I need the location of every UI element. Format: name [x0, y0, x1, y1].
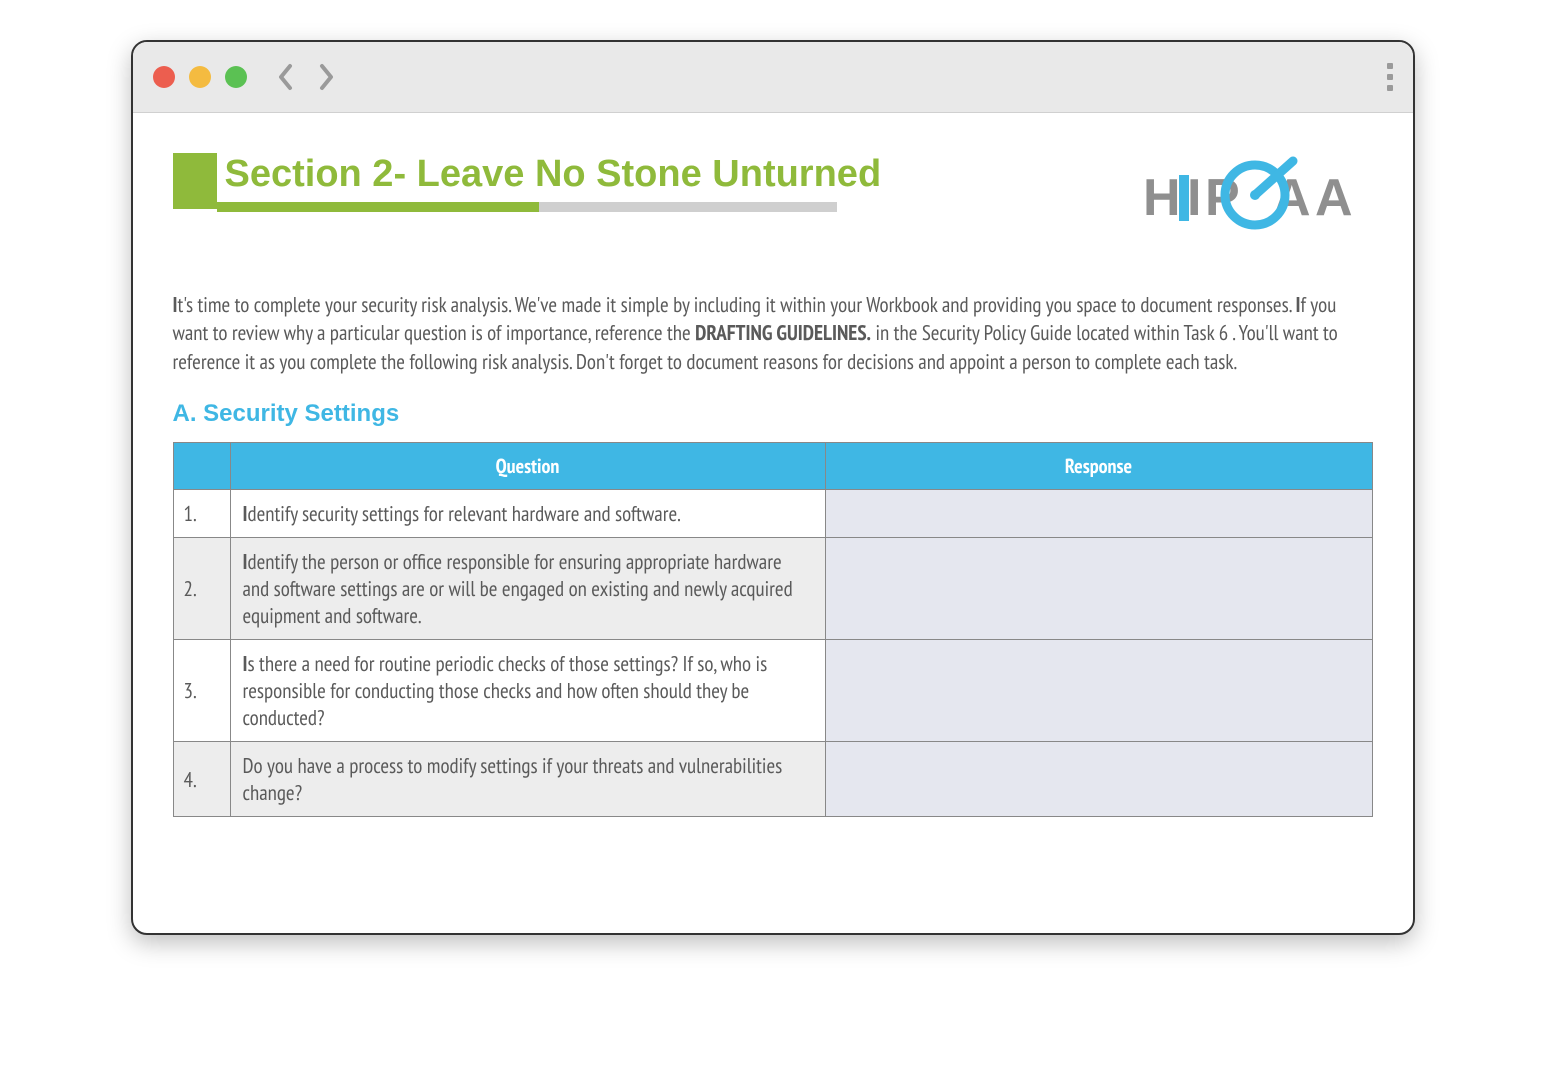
response-cell[interactable] [825, 742, 1372, 817]
nav-arrows [275, 62, 337, 92]
response-cell[interactable] [825, 640, 1372, 742]
title-underline [217, 202, 837, 212]
subsection-heading: A. Security Settings [173, 400, 1373, 428]
forward-button[interactable] [315, 62, 337, 92]
traffic-lights [153, 66, 247, 88]
col-header-question: Question [230, 443, 825, 490]
intro-paragraph: It's time to complete your security risk… [173, 291, 1373, 376]
col-header-response: Response [825, 443, 1372, 490]
title-underline-fill [217, 202, 539, 212]
security-settings-table: Question Response 1.Identify security se… [173, 442, 1373, 817]
minimize-window-button[interactable] [189, 66, 211, 88]
maximize-window-button[interactable] [225, 66, 247, 88]
question-text: dentify security settings for relevant h… [248, 500, 681, 527]
table-row: 2.Identify the person or office responsi… [173, 538, 1372, 640]
table-body: 1.Identify security settings for relevan… [173, 490, 1372, 817]
question-cell: Identify the person or office responsibl… [230, 538, 825, 640]
section-title: Section 2- Leave No Stone Unturned [217, 153, 1143, 196]
close-window-button[interactable] [153, 66, 175, 88]
question-text: s there a need for routine periodic chec… [243, 650, 768, 731]
window-titlebar [133, 42, 1413, 113]
document-content: Section 2- Leave No Stone Unturned H I P… [133, 113, 1413, 933]
hipaa-logo: H I P A A [1143, 153, 1373, 243]
question-text: Do you have a process to modify settings… [243, 752, 783, 806]
intro-text-a: t's time to complete your security risk … [178, 291, 1296, 318]
response-cell[interactable] [825, 490, 1372, 538]
row-number: 3. [173, 640, 230, 742]
table-header-row: Question Response [173, 443, 1372, 490]
question-cell: Is there a need for routine periodic che… [230, 640, 825, 742]
svg-text:H: H [1143, 169, 1182, 227]
svg-text:I: I [1187, 169, 1201, 227]
back-button[interactable] [275, 62, 297, 92]
title-area: Section 2- Leave No Stone Unturned [217, 153, 1143, 212]
row-number: 4. [173, 742, 230, 817]
svg-text:A: A [1315, 169, 1353, 227]
header-row: Section 2- Leave No Stone Unturned H I P… [173, 153, 1373, 243]
menu-button[interactable] [1387, 58, 1393, 96]
question-cell: Do you have a process to modify settings… [230, 742, 825, 817]
table-row: 1.Identify security settings for relevan… [173, 490, 1372, 538]
table-row: 4. Do you have a process to modify setti… [173, 742, 1372, 817]
table-row: 3.Is there a need for routine periodic c… [173, 640, 1372, 742]
row-number: 1. [173, 490, 230, 538]
browser-frame: Section 2- Leave No Stone Unturned H I P… [131, 40, 1415, 935]
col-header-num [173, 443, 230, 490]
intro-bold: DRAFTING GUIDELINES. [695, 319, 871, 346]
accent-block [173, 153, 217, 209]
question-text: dentify the person or office responsible… [243, 548, 793, 629]
question-cell: Identify security settings for relevant … [230, 490, 825, 538]
row-number: 2. [173, 538, 230, 640]
response-cell[interactable] [825, 538, 1372, 640]
